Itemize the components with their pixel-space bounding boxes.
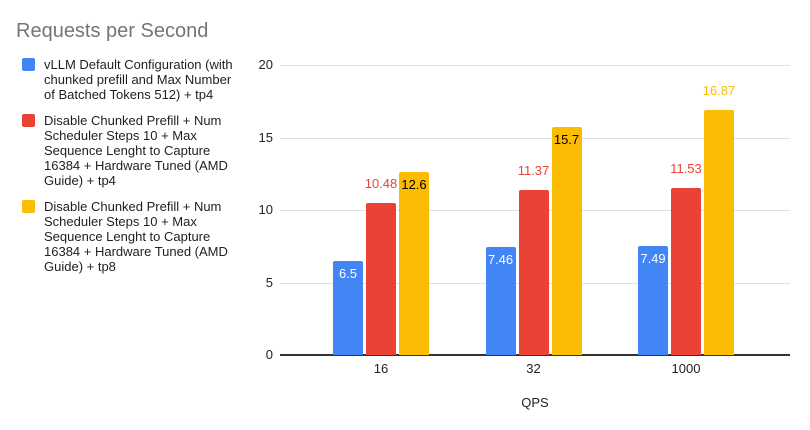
bar-value-label-series2-qps32: 11.37	[517, 163, 550, 179]
bar-series3-qps1000[interactable]	[704, 110, 734, 355]
x-axis-tick-32: 32	[526, 361, 541, 376]
legend-item-label: vLLM Default Configuration (with chunked…	[44, 57, 233, 102]
bar-value-label-series2-qps16: 10.48	[364, 176, 398, 192]
bar-value-label-series1-qps16: 6.5	[338, 265, 358, 281]
legend-swatch-icon	[22, 200, 35, 213]
bar-value-label-series3-qps1000: 16.87	[702, 83, 736, 99]
bar-series2-qps16[interactable]	[366, 203, 396, 355]
y-axis-tick-15: 15	[258, 130, 273, 145]
y-axis-tick-20: 20	[258, 57, 273, 72]
legend-swatch-icon	[22, 114, 35, 127]
gridline-20	[280, 65, 790, 66]
legend-item-3: Disable Chunked Prefill + Num Scheduler …	[22, 199, 257, 274]
bar-value-label-series2-qps1000: 11.53	[670, 160, 702, 176]
x-axis-tick-1000: 1000	[671, 361, 701, 376]
bar-series3-qps32[interactable]	[551, 127, 582, 355]
y-axis-tick-10: 10	[258, 202, 273, 217]
y-axis-tick-5: 5	[265, 275, 273, 290]
legend-item-1: vLLM Default Configuration (with chunked…	[22, 57, 257, 102]
bar-series1-qps32[interactable]	[485, 246, 516, 355]
y-axis-tick-0: 0	[265, 347, 273, 362]
bar-series1-qps1000[interactable]	[638, 246, 668, 355]
legend-item-2: Disable Chunked Prefill + Num Scheduler …	[22, 113, 257, 188]
bar-value-label-series3-qps32: 15.7	[553, 132, 580, 148]
bar-series1-qps16[interactable]	[333, 260, 363, 355]
x-axis-title: QPS	[521, 395, 549, 410]
chart-title: Requests per Second	[16, 20, 209, 42]
bar-value-label-series1-qps32: 7.46	[487, 251, 514, 267]
legend-swatch-icon	[22, 58, 35, 71]
x-axis-line	[280, 354, 790, 356]
legend-item-label: Disable Chunked Prefill + Num Scheduler …	[44, 199, 228, 274]
legend: vLLM Default Configuration (with chunked…	[22, 57, 257, 274]
bar-value-label-series1-qps1000: 7.49	[640, 251, 666, 267]
bar-value-label-series3-qps16: 12.6	[401, 177, 427, 193]
gridline-15	[280, 138, 790, 139]
bar-series3-qps16[interactable]	[399, 172, 429, 355]
bar-series2-qps32[interactable]	[518, 190, 549, 355]
x-axis-tick-16: 16	[373, 361, 389, 376]
legend-item-label: Disable Chunked Prefill + Num Scheduler …	[44, 113, 228, 188]
bar-series2-qps1000[interactable]	[671, 187, 701, 355]
